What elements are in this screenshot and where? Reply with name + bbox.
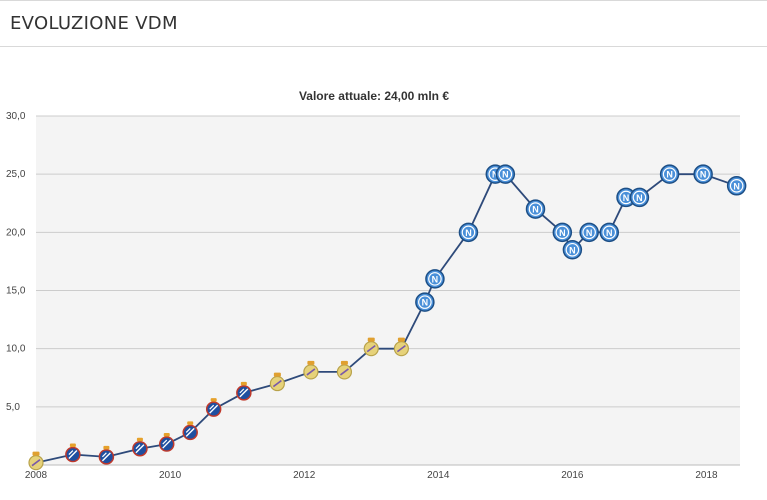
section-title: EVOLUZIONE VDM [10, 13, 178, 34]
napoli-crest-letter: N [636, 193, 643, 203]
napoli-crest-ring [696, 167, 710, 181]
y-tick-label: 30,0 [6, 111, 26, 122]
espanyol-crest-stripe [185, 427, 195, 437]
espanyol-crest-crown [69, 443, 76, 448]
napoli-crest-letter: N [623, 193, 630, 203]
x-tick-label: 2014 [427, 470, 450, 481]
napoli-crest-letter: N [586, 228, 593, 238]
x-tick-label: 2010 [159, 470, 182, 481]
napoli-crest-ring [582, 225, 596, 240]
napoli-crest-ring [498, 167, 513, 181]
x-tick-label: 2012 [293, 470, 316, 481]
espanyol-crest-stripe [135, 444, 145, 454]
napoli-crest-ring [461, 225, 476, 240]
napoli-crest-ring [418, 295, 432, 309]
x-tick-label: 2016 [561, 470, 584, 481]
espanyol-crest-crown [210, 398, 217, 402]
y-tick-label: 20,0 [6, 227, 26, 238]
napoli-crest-letter: N [559, 228, 566, 238]
napoli-crest-ring [662, 167, 677, 181]
chart-title: Valore attuale: 24,00 mln € [299, 89, 449, 103]
espanyol-crest-crown [240, 381, 247, 386]
plot-area: 5,0 10,0 15,0 20,0 25,0 30,0 2008 2010 2012 2014 2… [6, 111, 747, 481]
espanyol-crest-stripe [68, 450, 78, 460]
real-madrid-crest-crown [367, 337, 375, 342]
napoli-crest-letter: N [569, 245, 576, 255]
napoli-crest-letter: N [532, 205, 539, 215]
market-value-chart: Valore attuale: 24,00 mln € 5,0 10,0 15,0 2… [0, 48, 767, 495]
real-madrid-crest-crown [397, 337, 405, 342]
section-header: EVOLUZIONE VDM [0, 1, 767, 47]
napoli-crest-ring [528, 202, 543, 216]
real-madrid-crest-band [339, 368, 349, 376]
napoli-crest-ring [602, 225, 617, 240]
napoli-crest-letter: N [422, 298, 429, 308]
real-madrid-crest-band [31, 459, 41, 467]
top-rule [0, 0, 767, 1]
series-line [35, 173, 737, 464]
espanyol-crest-stripe [185, 428, 191, 433]
espanyol-crest-crown [163, 433, 170, 437]
napoli-crest-ring [428, 272, 442, 286]
espanyol-crest-crown [103, 445, 110, 450]
napoli-crest-letter: N [465, 228, 472, 238]
espanyol-crest-stripe [162, 439, 172, 449]
real-madrid-crest-crown [273, 372, 281, 377]
real-madrid-crest-crown [32, 451, 40, 456]
espanyol-crest-crown [187, 421, 194, 425]
real-madrid-crest-band [396, 345, 406, 353]
espanyol-crest-stripe [209, 404, 215, 410]
espanyol-crest-stripe [209, 404, 219, 414]
espanyol-crest-crown [136, 437, 143, 442]
real-madrid-crest-band [306, 368, 316, 376]
espanyol-crest-stripe [162, 439, 168, 445]
napoli-crest-ring [632, 190, 647, 205]
x-tick-label: 2008 [25, 470, 48, 481]
napoli-crest-letter: N [492, 170, 499, 180]
x-tick-label: 2018 [695, 470, 718, 481]
chart-svg: Valore attuale: 24,00 mln € 5,0 10,0 15,0 2… [6, 89, 747, 481]
espanyol-crest-stripe [101, 452, 107, 458]
espanyol-crest-stripe [239, 388, 245, 394]
real-madrid-crest-band [366, 345, 376, 353]
napoli-crest-letter: N [606, 228, 613, 238]
y-tick-label: 5,0 [6, 402, 20, 413]
espanyol-crest-stripe [101, 452, 111, 462]
napoli-crest-ring [729, 179, 744, 193]
napoli-crest-letter: N [432, 274, 439, 284]
real-madrid-crest-band [272, 379, 282, 388]
espanyol-crest-stripe [135, 444, 141, 450]
y-tick-label: 10,0 [6, 344, 26, 355]
napoli-crest-ring [555, 225, 570, 240]
espanyol-crest-stripe [239, 388, 249, 398]
y-tick-label: 25,0 [6, 169, 26, 180]
real-madrid-crest-crown [307, 360, 315, 365]
napoli-crest-letter: N [733, 181, 740, 191]
napoli-crest-letter: N [502, 170, 509, 180]
napoli-crest-letter: N [666, 170, 673, 180]
espanyol-crest-stripe [68, 450, 74, 455]
real-madrid-crest-crown [340, 360, 348, 365]
y-tick-label: 15,0 [6, 286, 26, 297]
napoli-crest-ring [565, 242, 580, 257]
napoli-crest-letter: N [700, 170, 707, 180]
